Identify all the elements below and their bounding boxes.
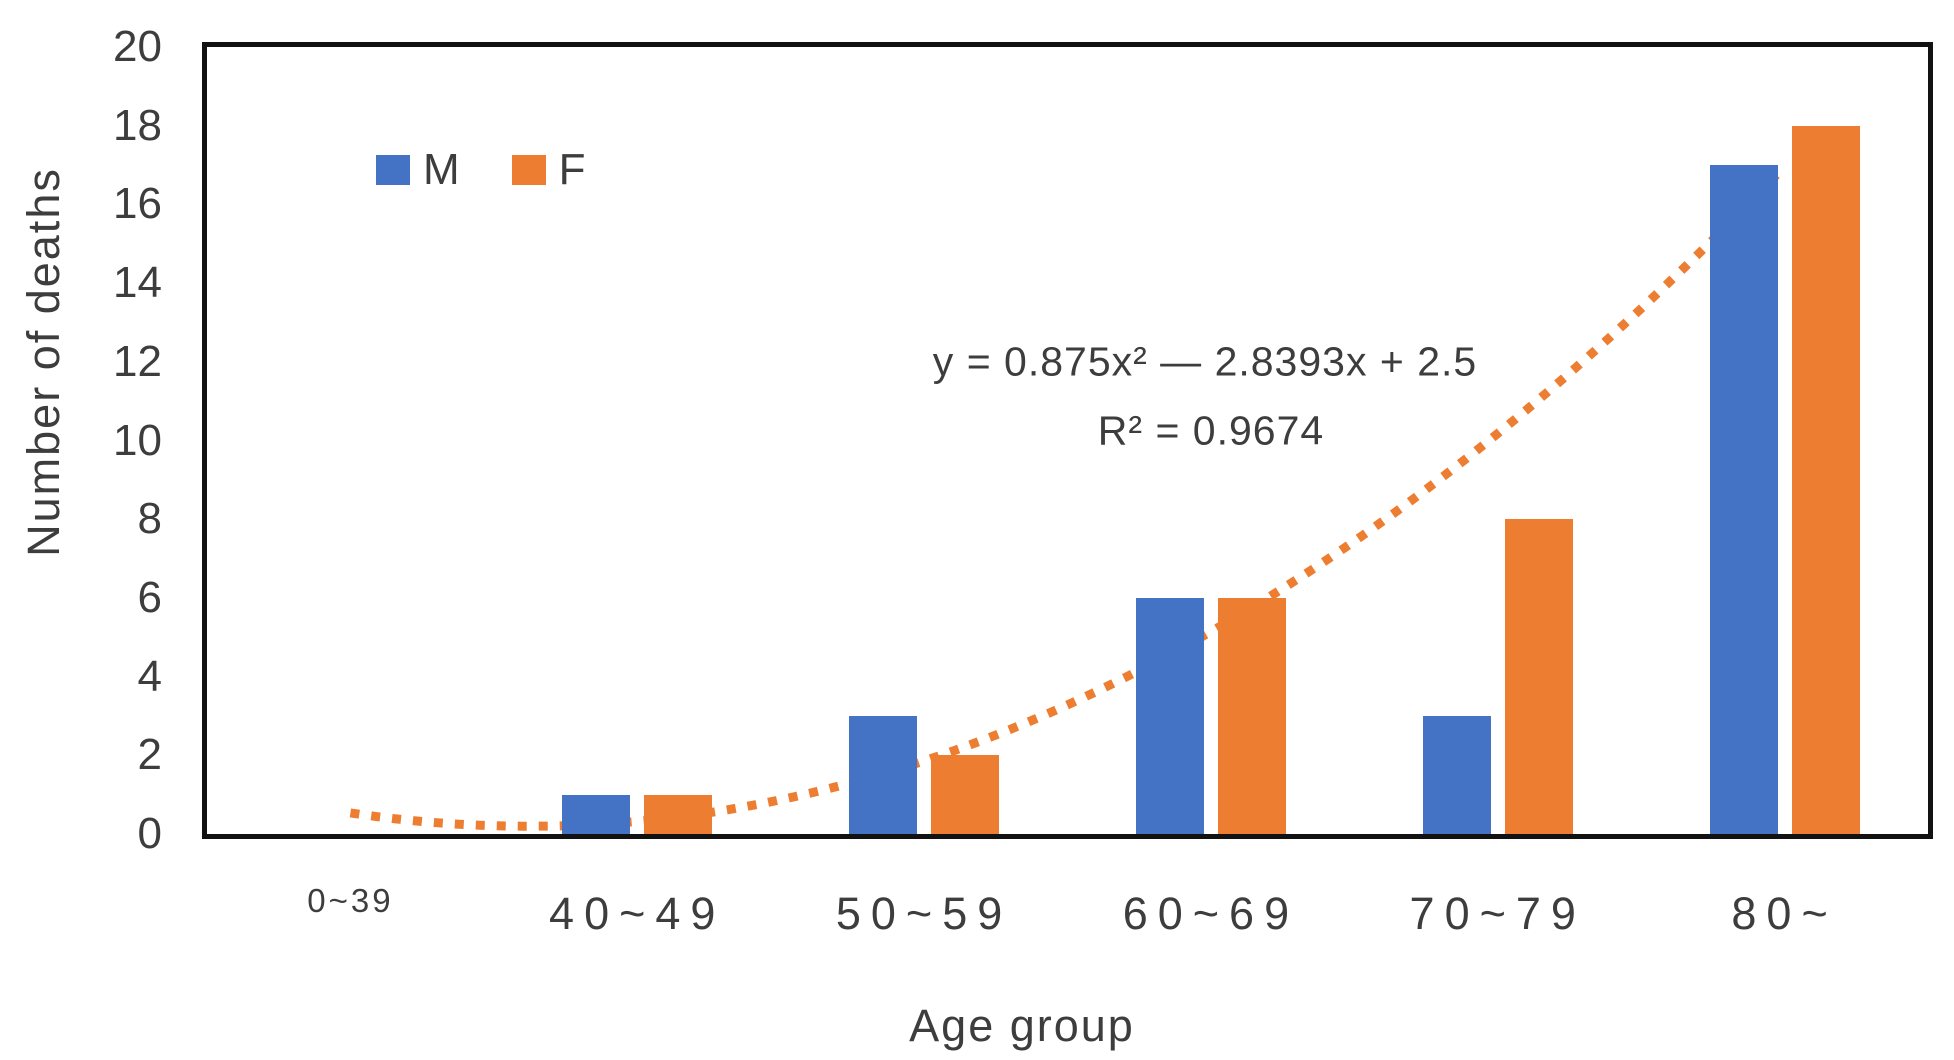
x-tick-label: 0~39 — [307, 882, 394, 919]
y-tick-label: 10 — [113, 415, 162, 465]
y-tick-label: 20 — [113, 22, 162, 71]
bar-M-50~59 — [849, 715, 918, 834]
legend-swatch-m-icon — [376, 155, 410, 185]
bar-F-60~69 — [1217, 597, 1286, 834]
y-tick-label: 4 — [137, 651, 162, 701]
x-tick-label: 80~ — [1731, 888, 1838, 939]
trendline-equation: y = 0.875x² — 2.8393x + 2.5 — [932, 338, 1478, 385]
x-tick-label: 60~69 — [1122, 888, 1300, 939]
bar-F-80~ — [1791, 125, 1860, 834]
bar-M-80~ — [1709, 165, 1778, 834]
bar-M-60~69 — [1135, 597, 1204, 834]
bar-F-70~79 — [1504, 519, 1573, 834]
y-tick-label: 16 — [113, 179, 162, 229]
y-tick-label: 8 — [137, 494, 162, 544]
legend-label-f: F — [558, 145, 586, 194]
legend-swatch-f-icon — [511, 155, 546, 185]
y-tick-label: 18 — [113, 100, 162, 150]
bar-F-40~49 — [644, 794, 713, 834]
trendline-r-squared: R² = 0.9674 — [1097, 407, 1325, 454]
x-tick-label: 50~59 — [835, 888, 1013, 939]
bar-M-70~79 — [1422, 715, 1491, 834]
legend-item-m: M — [376, 148, 460, 192]
y-tick-label: 2 — [137, 730, 162, 780]
y-tick-label: 6 — [137, 572, 162, 622]
x-tick-label: 40~49 — [549, 888, 726, 939]
x-tick-label: 70~79 — [1409, 888, 1586, 939]
x-axis-title: Age group — [909, 1000, 1135, 1051]
bar-M-40~49 — [562, 794, 631, 834]
y-tick-label: 0 — [137, 809, 162, 858]
y-tick-label: 12 — [113, 336, 162, 386]
y-tick-label: 14 — [113, 258, 162, 308]
legend-item-f: F — [511, 145, 586, 194]
bar-F-50~59 — [931, 755, 1000, 834]
legend-label-m: M — [423, 145, 460, 194]
y-tick-labels: 0 2 4 6 8 10 12 14 16 18 20 — [0, 0, 162, 1060]
legend: M F — [376, 148, 586, 192]
